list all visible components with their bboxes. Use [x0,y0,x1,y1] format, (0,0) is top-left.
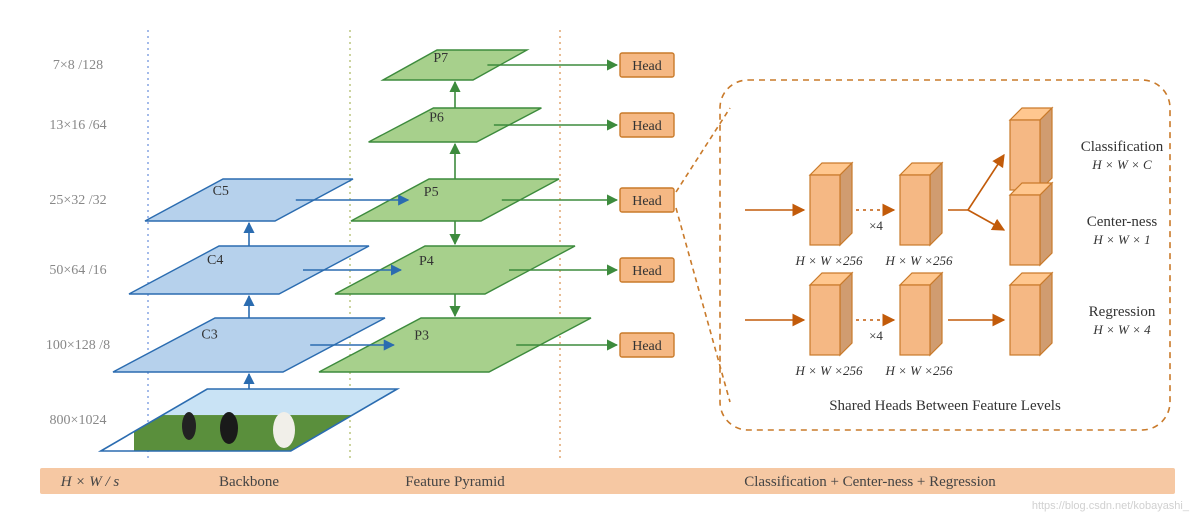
output-classification [1010,108,1052,190]
section-label-pyramid: Feature Pyramid [405,474,505,490]
conv-block [810,273,852,355]
head-label-2: Head [632,194,662,209]
axis-label-4: 100×128 /8 [46,338,110,353]
section-label-backbone: Backbone [219,474,279,490]
pyramid-label-p3: P3 [414,329,429,344]
conv-block [900,273,942,355]
x4-label: ×4 [869,328,883,343]
pyramid-label-p7: P7 [433,51,448,66]
axis-label-0: 7×8 /128 [53,58,103,73]
pyramid-label-p4: P4 [419,254,434,269]
input-image [134,389,404,451]
dim-centerness: H × W × 1 [1092,232,1150,247]
watermark: https://blog.csdn.net/kobayashi_ [1032,500,1189,512]
pyramid-label-p6: P6 [429,111,444,126]
section-label-heads: Classification + Center-ness + Regressio… [744,474,996,490]
output-centerness [1010,183,1052,265]
dim-classification: H × W × C [1091,157,1152,172]
dim-hw256: H × W ×256 [794,363,863,378]
head-label-1: Head [632,119,662,134]
output-regression [1010,273,1052,355]
dim-hw256: H × W ×256 [884,363,953,378]
head-label-3: Head [632,264,662,279]
head-label-4: Head [632,339,662,354]
label-classification: Classification [1081,139,1164,155]
label-centerness: Center-ness [1087,214,1158,230]
dim-hw256: H × W ×256 [884,253,953,268]
section-label-hw: H × W / s [60,474,120,490]
head-detail-connector-top [676,108,730,192]
pyramid-label-p5: P5 [424,185,439,200]
label-regression: Regression [1089,304,1156,320]
axis-label-2: 25×32 /32 [49,193,106,208]
dim-hw256: H × W ×256 [794,253,863,268]
axis-label-3: 50×64 /16 [49,263,106,278]
conv-block [810,163,852,245]
head-label-0: Head [632,59,662,74]
backbone-label-c3: C3 [201,328,217,343]
axis-label-5: 800×1024 [50,413,107,428]
shared-heads-caption: Shared Heads Between Feature Levels [829,398,1061,414]
section-bar [40,468,1175,494]
conv-block [900,163,942,245]
backbone-label-c4: C4 [207,253,223,268]
axis-label-1: 13×16 /64 [49,118,106,133]
dim-regression: H × W × 4 [1092,322,1151,337]
architecture-diagram: H × W / s Backbone Feature Pyramid Classifi… [0,0,1199,514]
head-detail-connector-bottom [676,208,730,402]
x4-label: ×4 [869,218,883,233]
backbone-label-c5: C5 [213,184,229,199]
